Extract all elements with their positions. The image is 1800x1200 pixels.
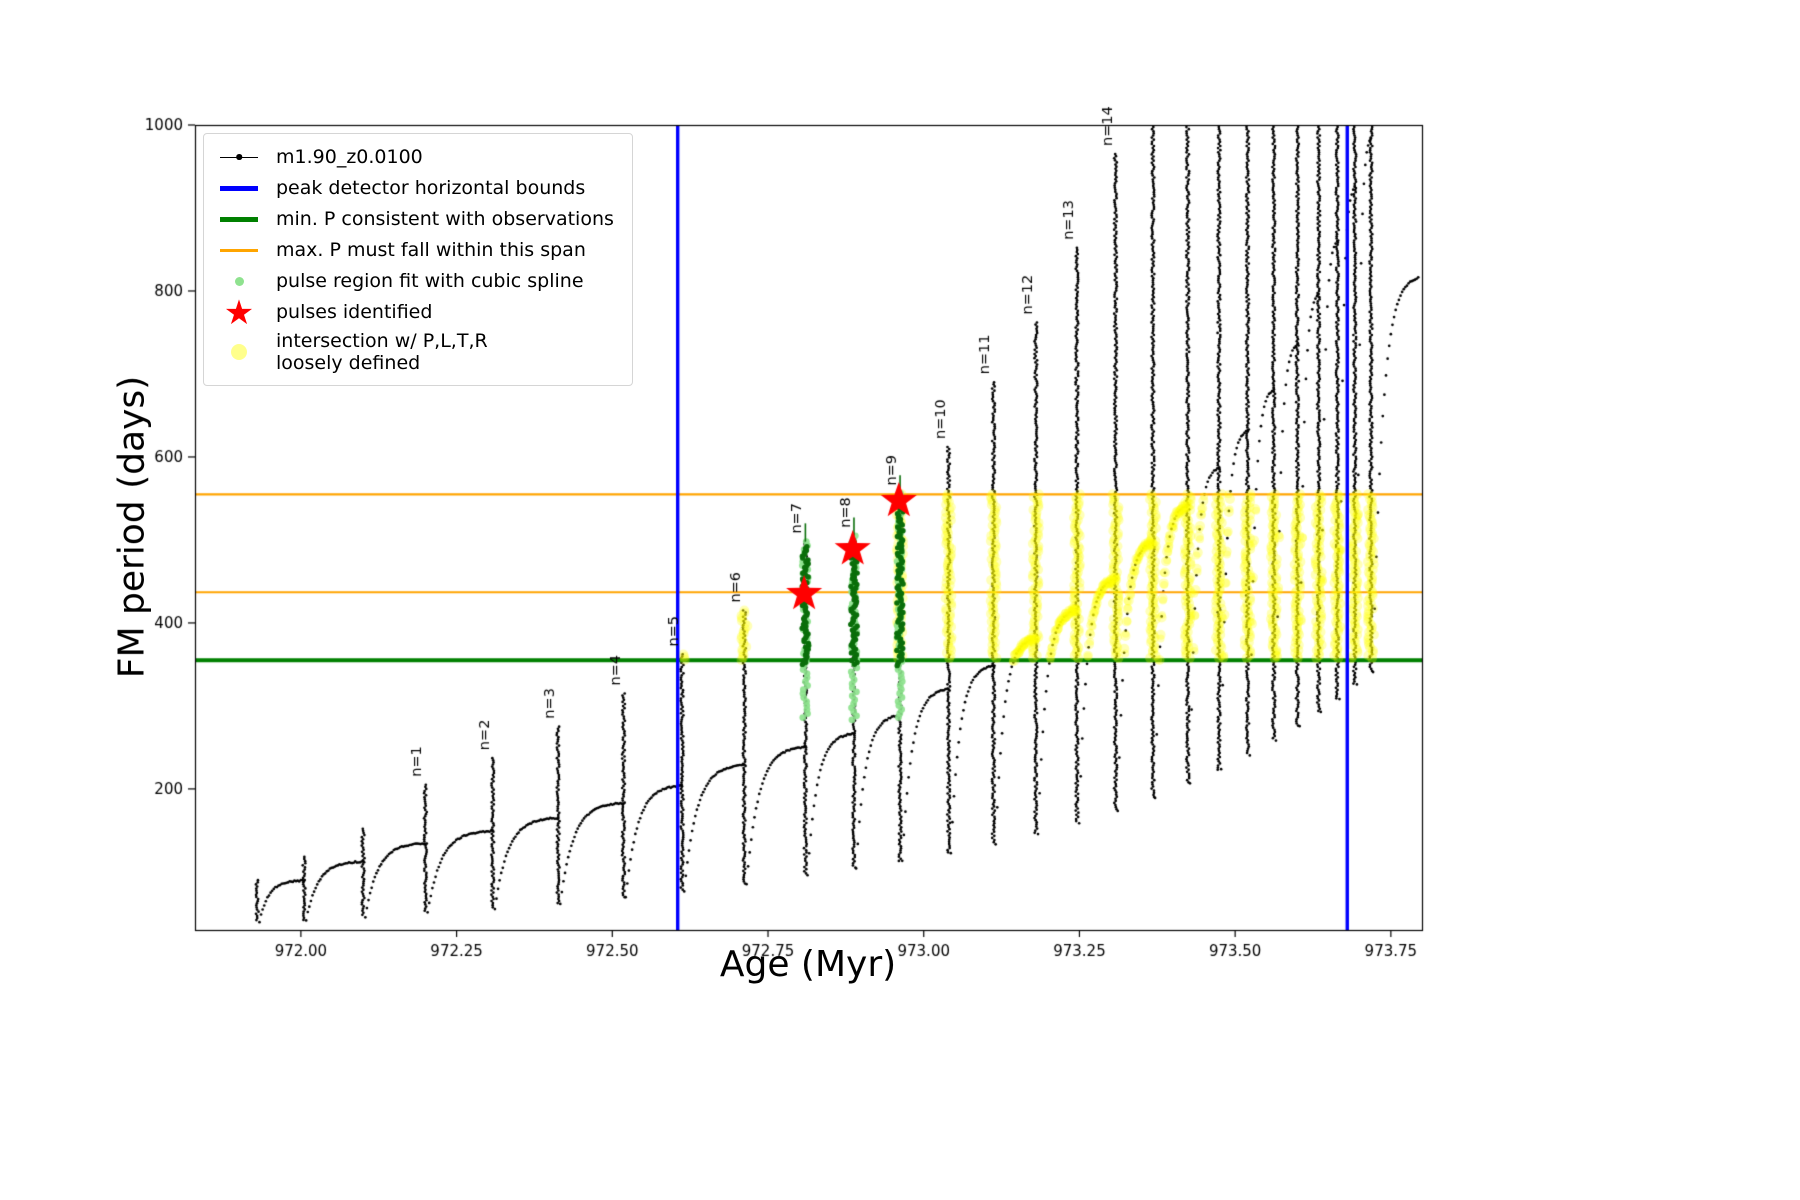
legend-label: peak detector horizontal bounds: [276, 177, 585, 199]
legend-label: max. P must fall within this span: [276, 239, 586, 261]
max-p-line-icon: [216, 249, 262, 251]
legend-item-min-p: min. P consistent with observations: [216, 206, 614, 233]
legend-label: m1.90_z0.0100: [276, 146, 423, 168]
legend-item-peak-bounds: peak detector horizontal bounds: [216, 175, 614, 202]
spline-dot-icon: [216, 277, 262, 286]
legend-item-series: m1.90_z0.0100: [216, 144, 614, 171]
legend-item-pulses: ★ pulses identified: [216, 299, 614, 326]
figure: Age (Myr) FM period (days) m1.90_z0.0100…: [0, 0, 1800, 1200]
legend-label: pulses identified: [276, 301, 432, 323]
legend-label: min. P consistent with observations: [276, 208, 614, 230]
legend-label: intersection w/ P,L,T,R loosely defined: [276, 330, 488, 375]
y-axis-title: FM period (days): [112, 376, 153, 678]
min-p-line-icon: [216, 217, 262, 222]
intersection-dot-icon: [216, 344, 262, 360]
legend-item-spline: pulse region fit with cubic spline: [216, 268, 614, 295]
legend-label: pulse region fit with cubic spline: [276, 270, 584, 292]
x-axis-title: Age (Myr): [720, 944, 896, 985]
legend-item-intersection: intersection w/ P,L,T,R loosely defined: [216, 330, 614, 375]
pulse-star-icon: ★: [216, 302, 262, 324]
legend-item-max-p: max. P must fall within this span: [216, 237, 614, 264]
peak-bounds-line-icon: [216, 186, 262, 191]
legend: m1.90_z0.0100 peak detector horizontal b…: [203, 133, 633, 386]
series-line-icon: [216, 157, 262, 158]
